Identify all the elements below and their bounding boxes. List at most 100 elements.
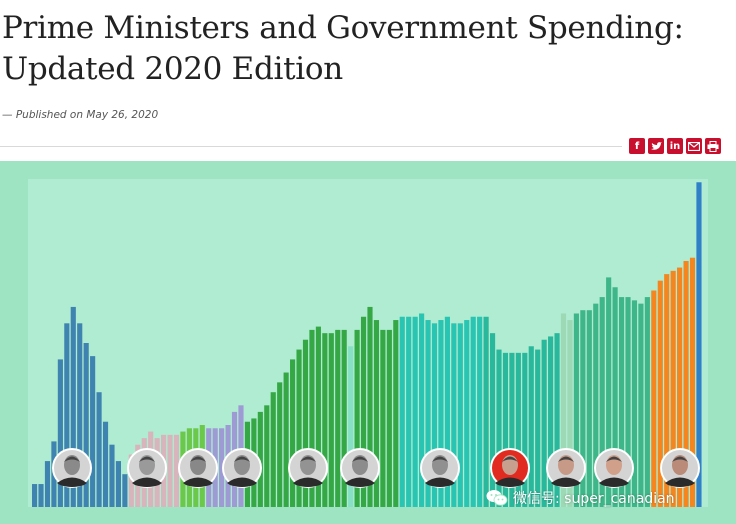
portrait-1 bbox=[52, 448, 92, 488]
page-title: Prime Ministers and Government Spending:… bbox=[2, 10, 684, 87]
portrait-8 bbox=[490, 448, 530, 488]
publish-date: — Published on May 26, 2020 bbox=[2, 109, 159, 121]
facebook-icon[interactable]: f bbox=[629, 138, 645, 154]
bar-5-3 bbox=[257, 411, 263, 507]
bar-11-1 bbox=[573, 313, 579, 507]
bar-8-6 bbox=[431, 323, 438, 507]
bar-5-8 bbox=[290, 359, 296, 507]
bar-12-2 bbox=[657, 280, 663, 507]
bar-9-10 bbox=[541, 339, 547, 507]
bar-1-5 bbox=[57, 359, 63, 507]
portrait-10-body bbox=[599, 477, 629, 487]
bar-11-11 bbox=[638, 303, 644, 507]
portrait-9-body bbox=[551, 477, 581, 487]
bar-2-8 bbox=[173, 434, 180, 507]
bar-12-5 bbox=[677, 267, 683, 507]
portrait-1-body bbox=[57, 477, 87, 487]
portrait-10-hair bbox=[606, 456, 622, 462]
watermark-text: 微信号: super_canadian bbox=[513, 491, 675, 507]
portrait-8-body bbox=[495, 477, 525, 487]
portrait-7-body bbox=[425, 477, 455, 487]
bar-7-6 bbox=[386, 329, 392, 507]
portrait-7-hair bbox=[432, 456, 448, 462]
series-11 bbox=[573, 277, 650, 507]
portrait-3 bbox=[178, 448, 218, 488]
bar-7-5 bbox=[380, 329, 386, 507]
portrait-1-hair bbox=[64, 456, 80, 462]
portrait-11-body bbox=[665, 477, 695, 487]
bar-5-13 bbox=[322, 333, 328, 507]
bar-7-7 bbox=[393, 320, 399, 507]
bar-9-8 bbox=[528, 346, 534, 507]
portrait-6-hair bbox=[352, 456, 368, 462]
bar-9-11 bbox=[548, 336, 554, 507]
bar-11-7 bbox=[612, 287, 618, 507]
bar-11-12 bbox=[644, 297, 650, 507]
bar-12-3 bbox=[664, 274, 670, 507]
bar-9-6 bbox=[515, 352, 521, 507]
linkedin-icon[interactable]: in bbox=[667, 138, 683, 154]
bar-11-2 bbox=[580, 310, 586, 507]
bar-9-12 bbox=[554, 333, 560, 507]
bar-11-10 bbox=[631, 300, 638, 507]
bar-5-10 bbox=[302, 339, 309, 507]
bar-8-1 bbox=[399, 316, 405, 507]
bar-12-1 bbox=[651, 290, 657, 507]
wechat-watermark: 微信号: super_canadian bbox=[486, 488, 675, 508]
bar-1-3 bbox=[44, 461, 51, 507]
bar-9-7 bbox=[522, 352, 528, 507]
series-9 bbox=[483, 316, 560, 507]
bar-1-8 bbox=[77, 323, 83, 507]
portrait-6 bbox=[340, 448, 380, 488]
bar-1-10 bbox=[90, 356, 96, 507]
portrait-3-body bbox=[183, 477, 213, 487]
bar-11-9 bbox=[625, 297, 631, 507]
email-icon[interactable] bbox=[686, 138, 702, 154]
bar-9-9 bbox=[535, 349, 541, 507]
bar-4-3 bbox=[219, 428, 225, 507]
bar-5-15 bbox=[335, 329, 341, 507]
bar-8-11 bbox=[464, 320, 470, 507]
bar-1-6 bbox=[64, 323, 70, 507]
bar-5-12 bbox=[315, 326, 321, 507]
bar-11-5 bbox=[599, 297, 605, 507]
bar-2-7 bbox=[167, 434, 173, 507]
bar-1-7 bbox=[70, 306, 76, 507]
bar-1-15 bbox=[122, 474, 128, 507]
bar-7-3 bbox=[367, 306, 373, 507]
bar-8-10 bbox=[457, 323, 463, 507]
series-7 bbox=[354, 306, 399, 507]
bar-5-11 bbox=[309, 329, 315, 507]
bar-12-4 bbox=[670, 270, 676, 507]
portrait-5-body bbox=[293, 477, 323, 487]
series-8 bbox=[399, 313, 483, 507]
bar-9-2 bbox=[489, 333, 496, 507]
bar-1-12 bbox=[102, 421, 109, 507]
portrait-6-body bbox=[345, 477, 375, 487]
wechat-icon bbox=[486, 489, 508, 507]
bar-9-4 bbox=[502, 352, 509, 507]
portrait-9 bbox=[546, 448, 586, 488]
bar-5-7 bbox=[283, 372, 289, 507]
portrait-7 bbox=[420, 448, 460, 488]
bar-11-6 bbox=[606, 277, 612, 507]
bar-10-2 bbox=[567, 320, 573, 507]
portrait-2-hair bbox=[139, 456, 155, 462]
bar-12-6 bbox=[683, 261, 689, 507]
print-icon[interactable] bbox=[705, 138, 721, 154]
bar-8-12 bbox=[470, 316, 476, 507]
twitter-icon[interactable] bbox=[648, 138, 664, 154]
bar-8-7 bbox=[438, 320, 444, 507]
portrait-5-hair bbox=[300, 456, 316, 462]
bar-9-1 bbox=[483, 316, 489, 507]
bar-10-1 bbox=[560, 313, 567, 507]
share-bar: f in bbox=[629, 138, 721, 156]
portrait-11 bbox=[660, 448, 700, 488]
bar-5-9 bbox=[296, 349, 302, 507]
portrait-9-hair bbox=[558, 456, 574, 462]
portrait-2 bbox=[127, 448, 167, 488]
bar-7-2 bbox=[360, 316, 367, 507]
bar-11-4 bbox=[593, 303, 599, 507]
portrait-4-hair bbox=[234, 456, 250, 462]
bar-8-8 bbox=[444, 316, 450, 507]
